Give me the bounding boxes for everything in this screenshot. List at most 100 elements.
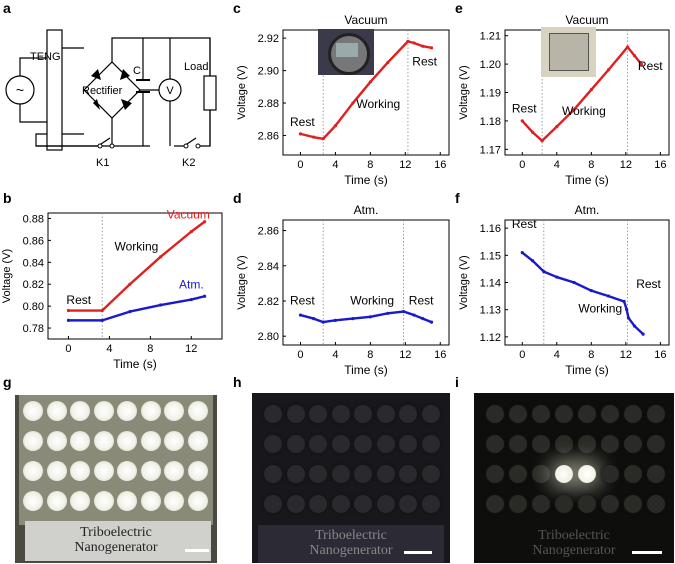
led xyxy=(555,465,573,483)
led xyxy=(509,435,527,453)
led xyxy=(46,491,67,511)
led xyxy=(187,491,208,511)
led xyxy=(601,435,619,453)
led xyxy=(421,435,440,453)
led xyxy=(117,461,137,481)
chart-title: Vacuum xyxy=(565,13,608,27)
led xyxy=(264,465,282,483)
y-tick-label: 0.80 xyxy=(23,301,44,313)
x-axis-label: Time (s) xyxy=(565,363,609,377)
x-tick-label: 12 xyxy=(399,159,411,171)
x-tick-label: 8 xyxy=(147,343,153,355)
led xyxy=(23,401,43,421)
photo-label-line2: Nanogenerator xyxy=(309,543,393,558)
led xyxy=(486,435,504,453)
photo-label-line2: Nanogenerator xyxy=(532,543,616,558)
led xyxy=(555,435,573,453)
x-tick-label: 8 xyxy=(588,159,594,171)
data-point xyxy=(572,107,576,112)
led xyxy=(164,491,184,511)
y-tick-label: 0.88 xyxy=(23,213,44,225)
source-symbol: ~ xyxy=(16,82,24,98)
led xyxy=(331,465,350,483)
y-axis-label: Voltage (V) xyxy=(236,255,248,309)
led xyxy=(140,491,161,511)
chart-annotation: Rest xyxy=(512,101,537,115)
led xyxy=(23,491,43,511)
x-tick-label: 8 xyxy=(588,349,594,361)
led xyxy=(486,405,504,423)
y-axis-label: Voltage (V) xyxy=(458,65,470,119)
panel-label-f: f xyxy=(455,190,460,206)
data-point xyxy=(540,139,544,143)
chart-annotation: Working xyxy=(350,294,394,308)
led xyxy=(309,435,327,453)
chart-annotation: Working xyxy=(578,301,622,315)
led xyxy=(264,495,282,513)
led xyxy=(164,431,184,451)
circuit-diagram: ~ TENG Rectifier C V Load K1 K2 xyxy=(5,29,217,169)
led xyxy=(647,405,665,423)
data-point xyxy=(333,318,338,322)
series-line xyxy=(300,310,432,324)
y-tick-label: 1.16 xyxy=(480,223,501,235)
led xyxy=(624,405,642,423)
scale-bar xyxy=(404,551,432,554)
data-point xyxy=(531,130,535,134)
load-label: Load xyxy=(184,61,208,73)
led xyxy=(140,461,161,481)
y-tick-label: 2.82 xyxy=(258,296,279,308)
x-tick-label: 12 xyxy=(620,159,632,171)
led xyxy=(286,405,305,423)
led xyxy=(532,405,550,423)
x-tick-label: 4 xyxy=(332,159,338,171)
chart-annotation: Rest xyxy=(412,55,437,69)
rectifier-label: Rectifier xyxy=(82,85,123,97)
switch2-label: K2 xyxy=(182,157,195,169)
led xyxy=(354,435,372,453)
led xyxy=(187,431,208,451)
data-point xyxy=(406,39,410,43)
x-tick-label: 4 xyxy=(106,343,112,355)
photo-label-line2: Nanogenerator xyxy=(74,540,158,555)
chart-annotation: Rest xyxy=(290,294,315,308)
x-tick-label: 16 xyxy=(654,159,666,171)
x-tick-label: 16 xyxy=(654,349,666,361)
led xyxy=(164,401,184,421)
scale-bar xyxy=(185,549,209,552)
led xyxy=(647,435,665,453)
led xyxy=(624,435,642,453)
y-tick-label: 1.14 xyxy=(480,278,501,290)
data-point xyxy=(100,318,104,322)
led xyxy=(117,401,137,421)
led xyxy=(117,491,137,511)
data-point xyxy=(203,294,207,298)
chart-f: 0 4 8 12 16 1.12 1.13 1.14 1.15 1.16 Time (s) Volta… xyxy=(458,203,670,377)
led xyxy=(309,405,327,423)
x-axis-label: Time (s) xyxy=(565,173,609,187)
data-point xyxy=(128,282,132,286)
data-point xyxy=(639,62,643,66)
data-point xyxy=(351,101,355,105)
series-line xyxy=(68,220,206,312)
led xyxy=(46,401,67,421)
led xyxy=(578,435,596,453)
led xyxy=(601,495,619,513)
data-point xyxy=(589,289,593,293)
led xyxy=(331,405,350,423)
led xyxy=(376,435,395,453)
x-tick-label: 0 xyxy=(297,349,303,361)
data-point xyxy=(189,297,193,302)
led xyxy=(354,465,372,483)
led xyxy=(117,431,137,451)
data-point xyxy=(401,309,406,314)
y-tick-label: 1.19 xyxy=(480,88,501,100)
photo-label-line1: Triboelectric xyxy=(538,528,610,543)
led-array-photo-dark: Triboelectric Nanogenerator xyxy=(252,393,450,563)
data-point xyxy=(412,313,416,317)
led xyxy=(421,495,440,513)
data-point xyxy=(622,299,626,304)
data-point xyxy=(311,135,316,139)
led xyxy=(555,405,573,423)
led xyxy=(486,465,504,483)
